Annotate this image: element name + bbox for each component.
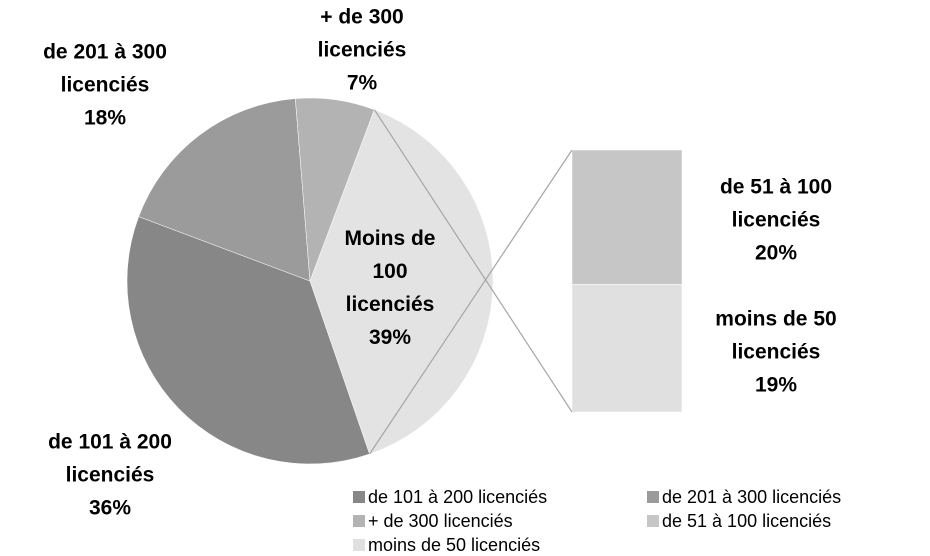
legend-swatch (647, 491, 659, 503)
pie-slice-other (309, 109, 494, 455)
bar-segment (571, 149, 683, 285)
data-label-name: moins de 50 licenciés (715, 307, 837, 364)
data-label: moins de 50 licenciés 19% (676, 303, 876, 402)
legend-label: de 51 à 100 licenciés (662, 511, 832, 531)
bar-segment (571, 284, 683, 413)
legend-label: de 101 à 200 licenciés (368, 487, 548, 507)
data-label-name: de 201 à 300 licenciés (43, 40, 167, 97)
legend-label: + de 300 licenciés (368, 511, 513, 531)
data-label-value: 36% (88, 496, 132, 520)
data-label-value: 7% (346, 71, 378, 95)
data-label-value: 20% (754, 241, 798, 265)
data-label: de 201 à 300 licenciés 18% (25, 36, 185, 135)
legend-item: moins de 50 licenciés (353, 534, 540, 556)
data-label-value: 39% (368, 326, 412, 349)
legend-item: + de 300 licenciés (353, 510, 513, 532)
data-label-value: 18% (83, 106, 127, 130)
connector (369, 149, 573, 455)
connector (373, 109, 573, 413)
legend-swatch (353, 515, 365, 527)
legend-swatch (353, 491, 365, 503)
data-label-name: de 101 à 200 licenciés (48, 430, 172, 487)
data-label-name: de 51 à 100 licenciés (719, 175, 833, 232)
legend-item: de 51 à 100 licenciés (647, 510, 831, 532)
legend-item: de 101 à 200 licenciés (353, 486, 547, 508)
legend-swatch (353, 539, 365, 551)
data-label: + de 300 licenciés 7% (307, 1, 417, 100)
data-label-name: + de 300 licenciés (317, 5, 407, 62)
data-label-name: Moins de 100 licenciés (344, 227, 436, 316)
pie-slice (126, 216, 370, 465)
legend-item: de 201 à 300 licenciés (647, 486, 841, 508)
data-label: Moins de 100 licenciés 39% (331, 222, 449, 354)
data-label: de 51 à 100 licenciés 20% (696, 171, 856, 270)
legend-swatch (647, 515, 659, 527)
pie-slice (138, 98, 311, 282)
data-label-value: 19% (754, 373, 798, 397)
legend-label: de 201 à 300 licenciés (662, 487, 842, 507)
legend-label: moins de 50 licenciés (368, 535, 541, 555)
data-label: de 101 à 200 licenciés 36% (25, 426, 195, 525)
